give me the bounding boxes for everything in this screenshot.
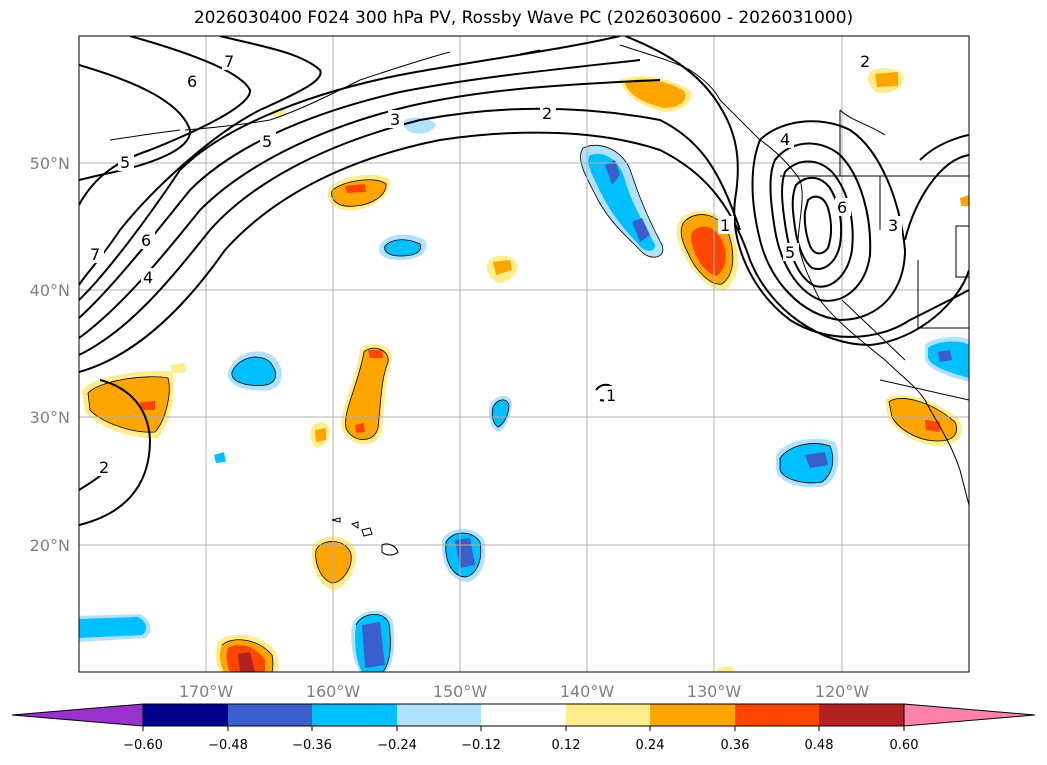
positive-anomaly-area: [625, 79, 686, 108]
positive-anomaly-area: [238, 652, 255, 672]
lon-label-130w: 130°W: [687, 682, 742, 701]
colorbar-segment: [143, 704, 228, 726]
positive-anomaly-area: [368, 350, 383, 358]
negative-anomaly-area: [605, 160, 620, 185]
contour-label: 4: [143, 268, 153, 287]
contour-label: 5: [120, 153, 130, 172]
positive-anomaly-area: [925, 420, 940, 432]
colorbar-segment: [819, 704, 904, 726]
colorbar-extend-high: [903, 703, 1036, 727]
colorbar-segment: [228, 704, 312, 726]
negative-anomaly-area: [384, 239, 421, 256]
colorbar-segment: [735, 704, 819, 726]
colorbar-tick-label: 0.12: [552, 738, 581, 753]
contour-label: 1: [606, 386, 616, 405]
positive-anomaly-area: [355, 423, 365, 433]
negative-anomaly-area: [231, 357, 276, 386]
negative-anomaly-area: [632, 218, 650, 242]
colorbar-segment: [566, 704, 650, 726]
contour-label: 3: [888, 216, 898, 235]
colorbar-extend-low: [11, 703, 144, 727]
colorbar-tick-label: 0.36: [721, 738, 750, 753]
negative-anomaly-area: [938, 350, 952, 362]
contour-label: 6: [141, 231, 151, 250]
negative-anomaly-area: [492, 399, 509, 427]
contour-label: 7: [90, 245, 100, 264]
contour-label: 5: [785, 243, 795, 262]
lat-label-40n: 40°N: [30, 281, 70, 300]
negative-anomaly-area: [214, 452, 226, 463]
map-title: 2026030400 F024 300 hPa PV, Rossby Wave …: [193, 8, 854, 28]
positive-anomaly-area: [716, 666, 735, 672]
colorbar-segment: [650, 704, 735, 726]
lon-label-150w: 150°W: [433, 682, 488, 701]
contour-label: 7: [224, 52, 234, 71]
plot-frame: [78, 35, 970, 673]
lat-label-20n: 20°N: [30, 536, 70, 555]
positive-anomaly-area: [345, 184, 366, 193]
negative-anomaly-area: [805, 452, 828, 468]
colorbar-tick-label: 0.24: [636, 738, 665, 753]
positive-anomaly-area: [170, 363, 186, 373]
positive-anomaly-area: [493, 260, 512, 275]
colorbar: −0.60 −0.48 −0.36 −0.24 −0.12 0.12 0.24 …: [11, 703, 1036, 753]
contour-label: 5: [262, 132, 272, 151]
colorbar-tick-label: −0.48: [208, 738, 248, 753]
contour-label: 6: [837, 198, 847, 217]
gridlines: [79, 36, 969, 672]
lon-label-120w: 120°W: [815, 682, 870, 701]
colorbar-frame: [142, 703, 905, 727]
colorbar-segment: [312, 704, 397, 726]
contour-label: 1: [720, 216, 730, 235]
colorbar-ticks: [142, 726, 905, 731]
colorbar-tick-label: −0.36: [292, 738, 332, 753]
lon-label-160w: 160°W: [306, 682, 361, 701]
plot-area: [79, 36, 969, 672]
colorbar-tick-label: −0.12: [461, 738, 501, 753]
positive-anomaly-area: [960, 195, 969, 206]
colorbar-tick-label: −0.60: [123, 738, 163, 753]
positive-anomaly-area: [140, 401, 155, 410]
colorbar-tick-label: −0.24: [377, 738, 417, 753]
positive-anomaly-area: [88, 376, 170, 433]
positive-anomaly-area: [272, 108, 286, 117]
positive-anomaly-area: [691, 226, 726, 276]
contour-labels: 7 6 5 5 3 2 2 7 6 4 2 1 1 4 6 5 3: [88, 52, 902, 477]
pv-shading: [79, 68, 969, 672]
contour-label: 3: [390, 110, 400, 129]
positive-anomaly-area: [315, 428, 326, 442]
longitude-labels: 170°W 160°W 150°W 140°W 130°W 120°W: [179, 682, 870, 701]
contour-label: 6: [187, 72, 197, 91]
lon-label-170w: 170°W: [179, 682, 234, 701]
hawaii-islands: [331, 517, 399, 556]
lon-label-140w: 140°W: [560, 682, 615, 701]
negative-anomaly-area: [79, 617, 147, 638]
lat-label-30n: 30°N: [30, 408, 70, 427]
contour-label: 2: [99, 458, 109, 477]
negative-anomaly-area: [362, 622, 385, 668]
colorbar-tick-label: 0.48: [805, 738, 834, 753]
contour-label: 4: [780, 130, 790, 149]
contour-label: 2: [542, 104, 552, 123]
contour-label: 2: [860, 52, 870, 71]
latitude-labels: 50°N 40°N 30°N 20°N: [30, 154, 70, 555]
lat-label-50n: 50°N: [30, 154, 70, 173]
colorbar-tick-label: 0.60: [890, 738, 919, 753]
positive-anomaly-area: [875, 72, 898, 87]
colorbar-segment: [397, 704, 481, 726]
colorbar-segment: [481, 704, 566, 726]
pc-outlines: [87, 144, 957, 672]
